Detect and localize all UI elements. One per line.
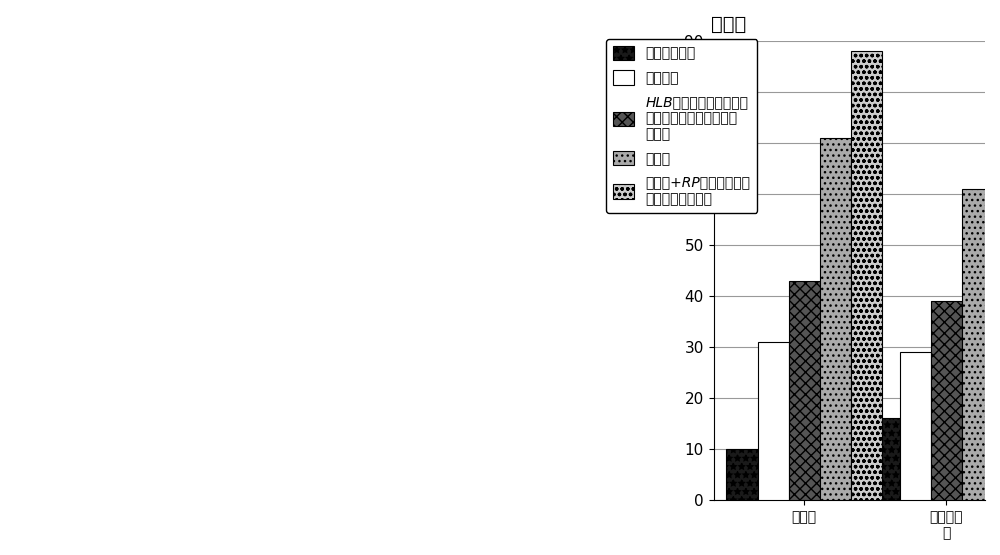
Bar xyxy=(900,352,931,500)
Legend: 分散固相萃取, 氨基小柱, HLB小柱（改性苯乙烯二
乙烯基苯共聚物固相萃取
小柱）, 串联柱, 透析袋+RP柱（二乙烯基
苯固相萃取小柱）: 分散固相萃取, 氨基小柱, HLB小柱（改性苯乙烯二 乙烯基苯共聚物固相萃取 小… xyxy=(606,39,757,213)
Bar xyxy=(820,138,851,500)
Bar xyxy=(789,281,820,500)
Bar xyxy=(726,449,758,500)
Text: 回收率: 回收率 xyxy=(711,15,746,34)
Bar xyxy=(758,342,789,500)
Bar xyxy=(931,301,962,500)
Bar xyxy=(993,72,1000,500)
Bar xyxy=(962,189,993,500)
Bar xyxy=(851,51,882,500)
Bar xyxy=(869,418,900,500)
